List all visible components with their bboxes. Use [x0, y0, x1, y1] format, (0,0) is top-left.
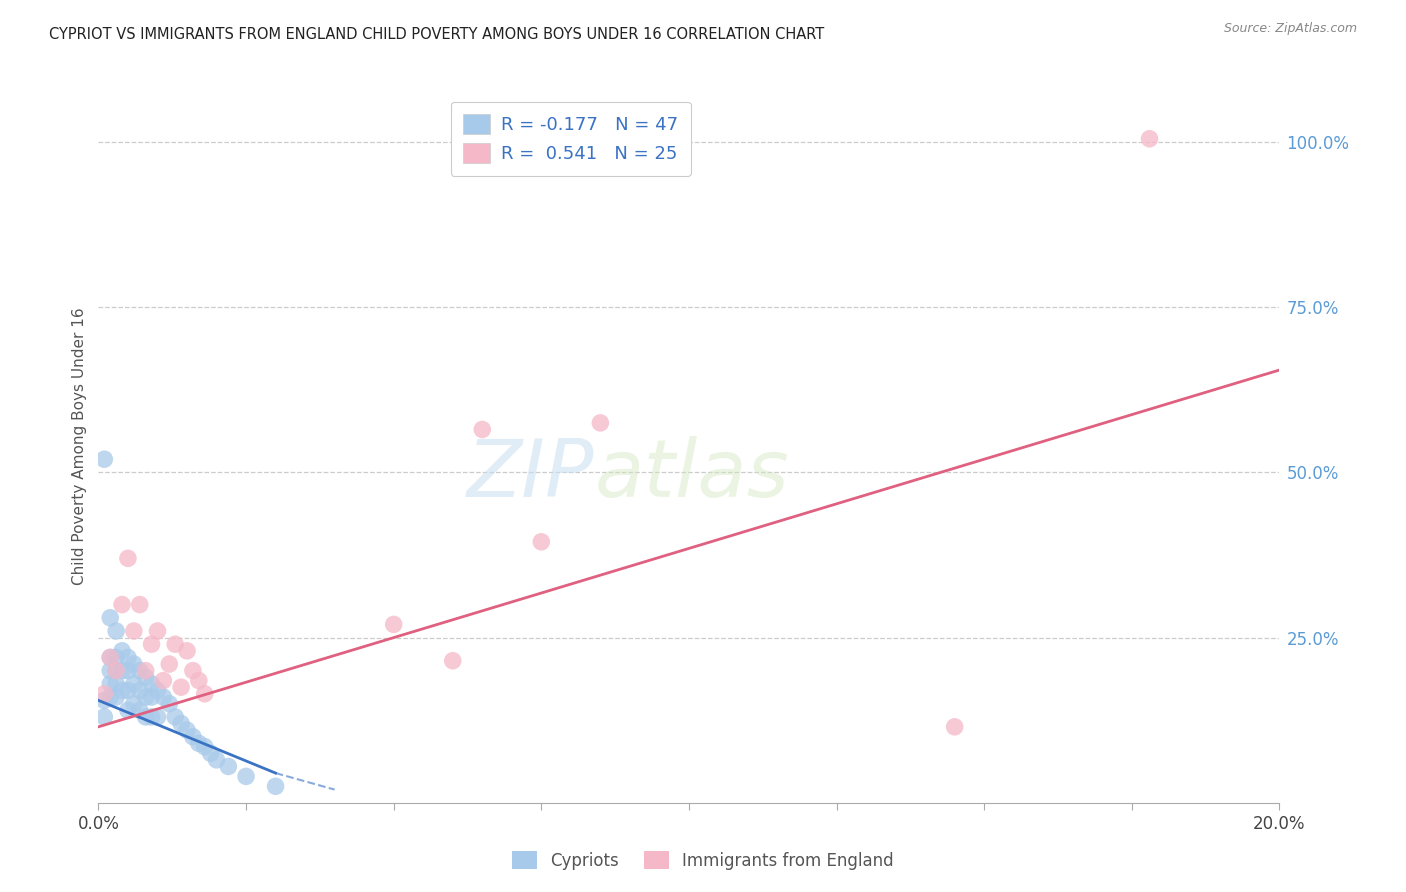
Point: [187, 736, 209, 750]
Text: Source: ZipAtlas.com: Source: ZipAtlas.com: [1223, 22, 1357, 36]
Point: [471, 422, 494, 436]
Point: [217, 759, 239, 773]
Legend: Cypriots, Immigrants from England: Cypriots, Immigrants from England: [505, 845, 901, 877]
Point: [122, 624, 145, 638]
Point: [141, 710, 163, 724]
Point: [122, 697, 145, 711]
Point: [98, 664, 121, 678]
Point: [181, 730, 204, 744]
Point: [105, 690, 128, 704]
Text: CYPRIOT VS IMMIGRANTS FROM ENGLAND CHILD POVERTY AMONG BOYS UNDER 16 CORRELATION: CYPRIOT VS IMMIGRANTS FROM ENGLAND CHILD…: [49, 27, 824, 42]
Point: [111, 598, 134, 612]
Point: [111, 664, 134, 678]
Point: [105, 650, 128, 665]
Point: [157, 657, 180, 671]
Text: ZIP: ZIP: [467, 435, 595, 514]
Point: [122, 677, 145, 691]
Legend: R = -0.177   N = 47, R =  0.541   N = 25: R = -0.177 N = 47, R = 0.541 N = 25: [451, 102, 690, 176]
Point: [98, 650, 121, 665]
Point: [111, 644, 134, 658]
Point: [157, 697, 180, 711]
Point: [105, 677, 128, 691]
Point: [146, 683, 169, 698]
Point: [441, 654, 464, 668]
Point: [187, 673, 209, 688]
Point: [141, 637, 163, 651]
Point: [135, 690, 157, 704]
Point: [1139, 132, 1161, 146]
Point: [128, 683, 150, 698]
Point: [135, 664, 157, 678]
Point: [117, 703, 139, 717]
Point: [943, 720, 966, 734]
Point: [382, 617, 405, 632]
Point: [117, 650, 139, 665]
Point: [93, 710, 115, 724]
Point: [165, 637, 187, 651]
Point: [176, 723, 198, 738]
Point: [165, 710, 187, 724]
Point: [135, 710, 157, 724]
Point: [152, 673, 174, 688]
Point: [128, 703, 150, 717]
Point: [235, 769, 257, 783]
Point: [128, 598, 150, 612]
Point: [146, 624, 169, 638]
Point: [93, 693, 115, 707]
Point: [194, 687, 217, 701]
Point: [152, 690, 174, 704]
Point: [135, 670, 157, 684]
Point: [98, 690, 121, 704]
Point: [146, 710, 169, 724]
Point: [117, 683, 139, 698]
Point: [98, 677, 121, 691]
Point: [170, 680, 193, 694]
Point: [105, 624, 128, 638]
Point: [111, 683, 134, 698]
Point: [264, 779, 287, 793]
Point: [205, 753, 228, 767]
Point: [170, 716, 193, 731]
Point: [105, 664, 128, 678]
Point: [200, 746, 222, 760]
Point: [589, 416, 612, 430]
Point: [176, 644, 198, 658]
Point: [141, 690, 163, 704]
Point: [122, 657, 145, 671]
Point: [194, 739, 217, 754]
Point: [98, 611, 121, 625]
Y-axis label: Child Poverty Among Boys Under 16: Child Poverty Among Boys Under 16: [72, 307, 87, 585]
Point: [105, 664, 128, 678]
Point: [117, 664, 139, 678]
Point: [93, 452, 115, 467]
Point: [98, 650, 121, 665]
Text: atlas: atlas: [595, 435, 789, 514]
Point: [530, 534, 553, 549]
Point: [128, 664, 150, 678]
Point: [117, 551, 139, 566]
Point: [181, 664, 204, 678]
Point: [141, 677, 163, 691]
Point: [93, 687, 115, 701]
